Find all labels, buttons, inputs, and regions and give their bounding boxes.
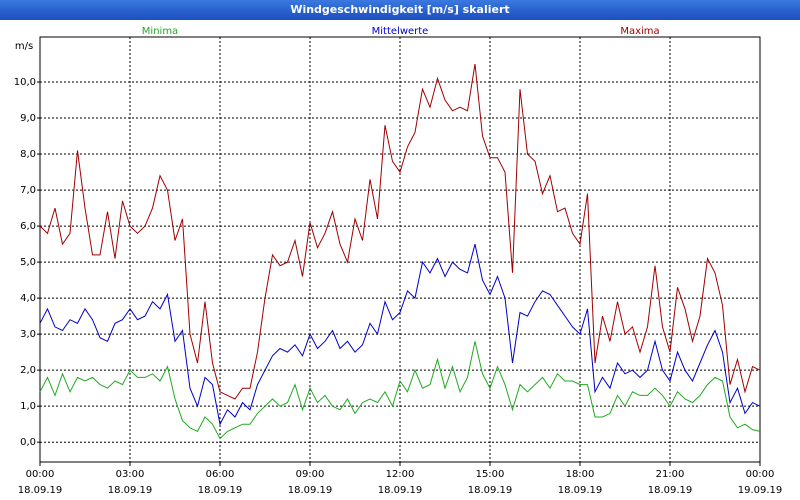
x-tick-label: 12:00 18.09.19 [377, 469, 423, 496]
y-tick-label: 6,0 [20, 221, 36, 232]
plot-frame [39, 36, 761, 463]
legend-label: Maxima [620, 26, 659, 37]
series-line [39, 63, 761, 400]
y-tick-label: 9,0 [20, 113, 36, 124]
legend-label: Minima [142, 26, 178, 37]
series-line [39, 341, 761, 440]
x-tick-label: 09:00 18.09.19 [287, 469, 333, 496]
y-tick-label: 2,0 [20, 365, 36, 376]
x-tick-label: 03:00 18.09.19 [107, 469, 153, 496]
x-tick-label: 21:00 18.09.19 [647, 469, 693, 496]
x-tick-label: 18:00 18.09.19 [557, 469, 603, 496]
x-tick-label: 00:00 19.09.19 [737, 469, 783, 496]
y-tick-label: 3,0 [20, 329, 36, 340]
x-tick-label: 00:00 18.09.19 [17, 469, 63, 496]
y-axis-label: m/s [15, 41, 33, 52]
x-tick-label: 15:00 18.09.19 [467, 469, 513, 496]
y-tick-label: 10,0 [14, 77, 36, 88]
y-tick-label: 1,0 [20, 401, 36, 412]
y-tick-label: 7,0 [20, 185, 36, 196]
series-line [39, 243, 761, 426]
y-tick-label: 5,0 [20, 257, 36, 268]
y-tick-label: 4,0 [20, 293, 36, 304]
y-tick-label: 8,0 [20, 149, 36, 160]
legend-label: Mittelwerte [372, 26, 429, 37]
x-tick-label: 06:00 18.09.19 [197, 469, 243, 496]
title-bar: Windgeschwindigkeit [m/s] skaliert [0, 0, 800, 20]
y-tick-label: 0,0 [20, 437, 36, 448]
